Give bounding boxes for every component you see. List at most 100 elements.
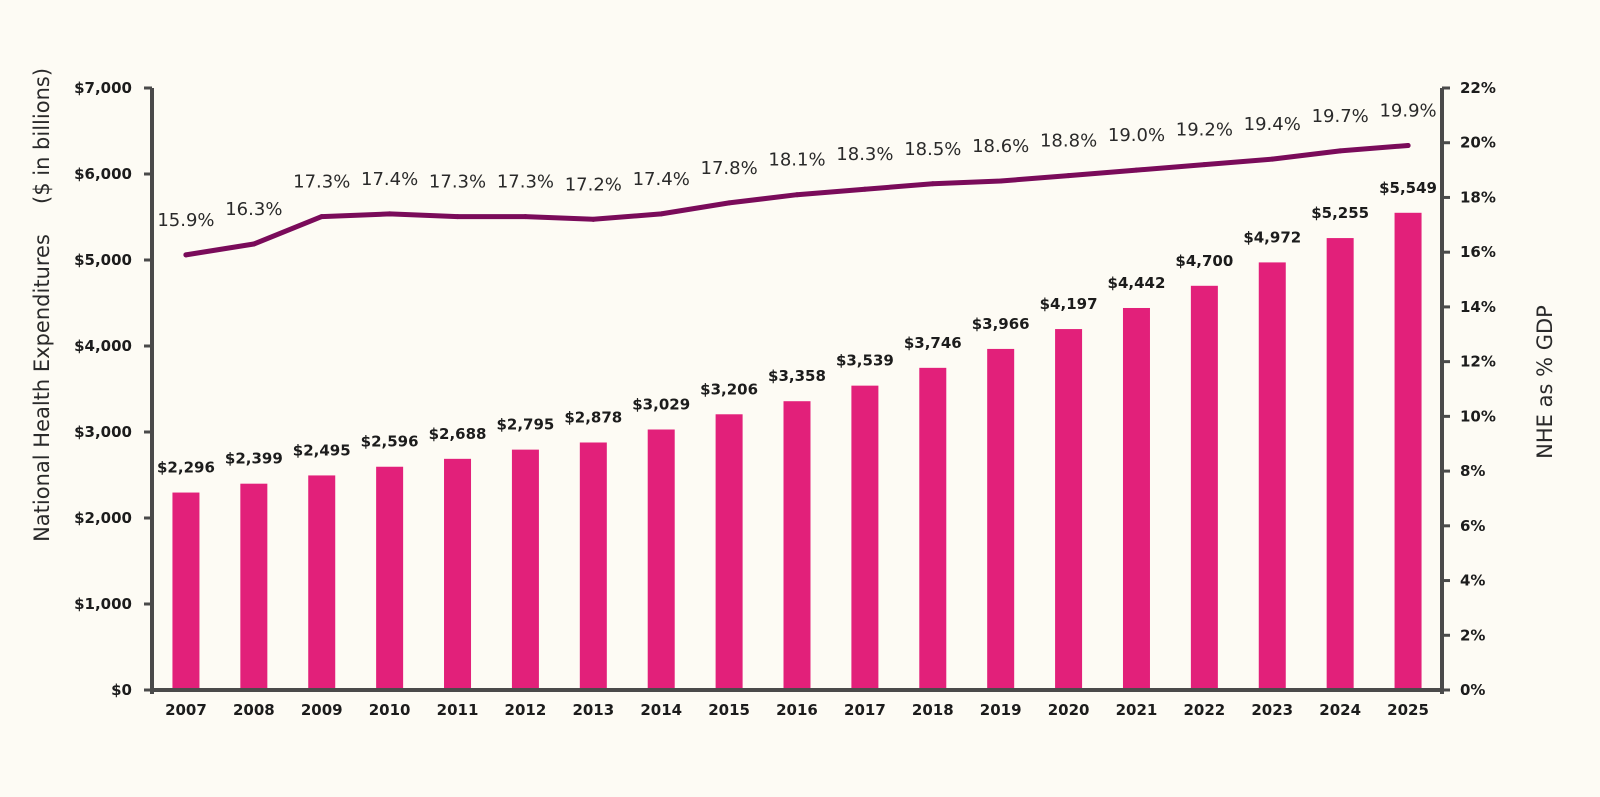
bar-label-2023: $4,972 — [1243, 228, 1301, 246]
bar-label-2021: $4,442 — [1108, 274, 1166, 292]
y2-tick-label: 12% — [1460, 353, 1496, 371]
line-point-2010 — [387, 211, 393, 217]
line-point-2011 — [455, 214, 461, 220]
bar-label-2024: $5,255 — [1311, 204, 1369, 222]
pct-label-2022: 19.2% — [1176, 120, 1233, 141]
bar-label-2010: $2,596 — [361, 433, 419, 451]
bar-label-2007: $2,296 — [157, 459, 215, 477]
x-tick-label-2016: 2016 — [776, 701, 818, 719]
bar-2016 — [783, 401, 811, 690]
bar-2023 — [1258, 262, 1286, 690]
bar-2009 — [308, 475, 336, 690]
bar-2021 — [1122, 307, 1150, 690]
y2-tick-label: 10% — [1460, 407, 1496, 425]
bar-2019 — [987, 348, 1015, 690]
y-tick-label: $7,000 — [74, 79, 132, 97]
pct-label-2024: 19.7% — [1312, 106, 1369, 127]
pct-label-2009: 17.3% — [293, 172, 350, 193]
line-point-2025 — [1405, 142, 1411, 148]
bar-2015 — [715, 414, 743, 690]
bar-2017 — [851, 385, 879, 690]
x-tick-label-2015: 2015 — [708, 701, 750, 719]
bar-2025 — [1394, 212, 1422, 690]
pct-label-2011: 17.3% — [429, 172, 486, 193]
bar-label-2016: $3,358 — [768, 367, 826, 385]
y-tick-label: $5,000 — [74, 251, 132, 269]
pct-label-2016: 18.1% — [768, 150, 825, 171]
pct-label-2010: 17.4% — [361, 169, 418, 190]
line-point-2017 — [862, 186, 868, 192]
bar-2013 — [579, 442, 607, 690]
line-point-2020 — [1066, 173, 1072, 179]
x-tick-label-2014: 2014 — [640, 701, 682, 719]
y2-tick-label: 0% — [1460, 681, 1485, 699]
y2-axis-title: NHE as % GDP — [1533, 305, 1557, 459]
line-point-2019 — [998, 178, 1004, 184]
pct-label-2023: 19.4% — [1244, 114, 1301, 135]
bar-label-2018: $3,746 — [904, 334, 962, 352]
y2-tick-label: 22% — [1460, 79, 1496, 97]
x-tick-label-2013: 2013 — [572, 701, 614, 719]
x-tick-label-2018: 2018 — [912, 701, 954, 719]
bar-label-2019: $3,966 — [972, 315, 1030, 333]
pct-label-2015: 17.8% — [701, 158, 758, 179]
y2-tick-label: 14% — [1460, 298, 1496, 316]
pct-label-2018: 18.5% — [904, 139, 961, 160]
bar-label-2015: $3,206 — [700, 380, 758, 398]
bar-label-2008: $2,399 — [225, 450, 283, 468]
bar-label-2011: $2,688 — [429, 425, 487, 443]
bar-2020 — [1055, 329, 1083, 690]
bar-label-2022: $4,700 — [1175, 252, 1233, 270]
x-tick-label-2008: 2008 — [233, 701, 275, 719]
bar-2012 — [511, 449, 539, 690]
x-tick-label-2010: 2010 — [369, 701, 411, 719]
line-point-2009 — [319, 214, 325, 220]
bar-2008 — [240, 483, 268, 690]
x-tick-label-2019: 2019 — [980, 701, 1022, 719]
y-axis-unit-title: ($ in billions) — [30, 68, 54, 204]
x-tick-label-2009: 2009 — [301, 701, 343, 719]
pct-label-2007: 15.9% — [157, 210, 214, 231]
y2-tick-label: 16% — [1460, 243, 1496, 261]
pct-label-2020: 18.8% — [1040, 131, 1097, 152]
line-point-2024 — [1337, 148, 1343, 154]
y-tick-label: $4,000 — [74, 337, 132, 355]
pct-label-2014: 17.4% — [633, 169, 690, 190]
x-tick-label-2011: 2011 — [437, 701, 479, 719]
bar-label-2012: $2,795 — [496, 416, 554, 434]
pct-label-2017: 18.3% — [836, 144, 893, 165]
y2-tick-label: 2% — [1460, 626, 1485, 644]
y2-tick-label: 8% — [1460, 462, 1485, 480]
pct-label-2013: 17.2% — [565, 174, 622, 195]
bar-2014 — [647, 429, 675, 690]
bar-2022 — [1190, 285, 1218, 690]
x-tick-label-2024: 2024 — [1319, 701, 1361, 719]
y-tick-label: $3,000 — [74, 423, 132, 441]
x-tick-label-2022: 2022 — [1183, 701, 1225, 719]
x-tick-label-2017: 2017 — [844, 701, 886, 719]
line-point-2013 — [590, 216, 596, 222]
line-point-2015 — [726, 200, 732, 206]
bar-2010 — [376, 466, 404, 690]
bar-label-2017: $3,539 — [836, 352, 894, 370]
pct-label-2012: 17.3% — [497, 172, 554, 193]
y-tick-label: $2,000 — [74, 509, 132, 527]
bar-label-2014: $3,029 — [632, 396, 690, 414]
line-point-2018 — [930, 181, 936, 187]
bar-label-2013: $2,878 — [564, 408, 622, 426]
y2-tick-label: 20% — [1460, 134, 1496, 152]
line-point-2023 — [1269, 156, 1275, 162]
plot-area: $2,296 $2,399 $2,495 $2,596 $2,688 $2,795 $2,8… — [74, 79, 1496, 719]
line-point-2007 — [183, 252, 189, 258]
bar-2018 — [919, 367, 947, 690]
line-point-2008 — [251, 241, 257, 247]
line-point-2021 — [1133, 167, 1139, 173]
pct-label-2019: 18.6% — [972, 136, 1029, 157]
bar-label-2025: $5,549 — [1379, 179, 1437, 197]
pct-label-2008: 16.3% — [225, 199, 282, 220]
x-tick-label-2023: 2023 — [1251, 701, 1293, 719]
y-tick-label: $1,000 — [74, 595, 132, 613]
line-point-2012 — [522, 214, 528, 220]
x-tick-label-2025: 2025 — [1387, 701, 1429, 719]
